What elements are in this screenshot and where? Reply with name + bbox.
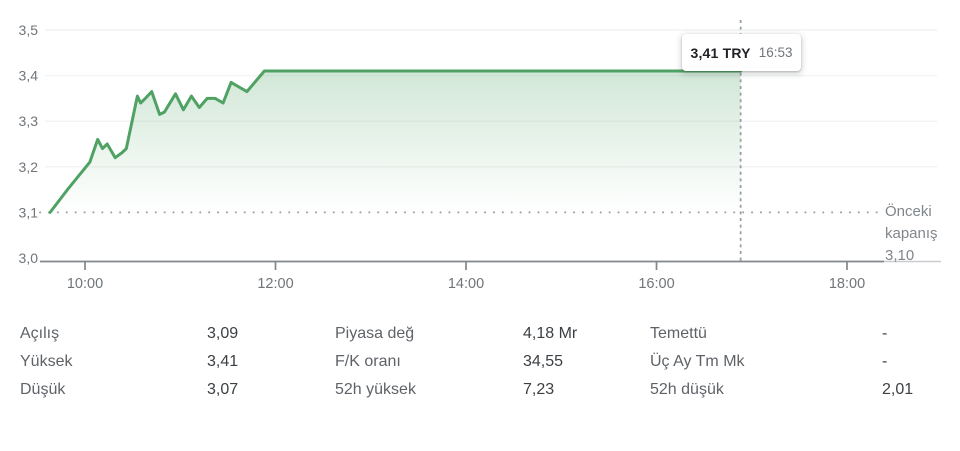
stats-table: Açılış 3,09 Piyasa değ 4,18 Mr Temettü -… [0,320,960,404]
y-axis-tick-label: 3,1 [19,204,39,220]
x-axis-tick-label: 12:00 [257,276,293,292]
stat-label-dividend: Temettü [650,325,707,342]
y-axis-tick-label: 3,3 [19,113,39,129]
previous-close-value: 3,10 [885,247,915,264]
stat-value-dividend: - [882,325,888,342]
stock-chart[interactable]: 3,5 3,4 3,3 3,2 3,1 3,0 10:00 12:00 14:00 16:00 18… [0,0,960,300]
stat-label-high: Yüksek [20,353,73,370]
y-axis-tick-label: 3,5 [19,22,39,38]
tooltip-time: 16:53 [758,45,793,60]
price-area-fill [50,71,741,213]
stat-label-pe-ratio: F/K oranı [335,353,401,370]
stat-label-52w-low: 52h düşük [650,381,724,398]
stat-label-quarterly: Üç Ay Tm Mk [650,353,745,370]
stat-value-52w-low: 2,01 [882,381,914,398]
previous-close-word2: kapanış [885,225,938,242]
price-line [48,69,743,214]
previous-close-label: Önceki kapanış 3,10 [885,201,955,267]
y-axis-tick-label: 3,4 [19,68,39,84]
y-axis-tick-label: 3,0 [19,250,39,266]
chart-canvas[interactable]: 3,5 3,4 3,3 3,2 3,1 3,0 10:00 12:00 14:00 16:00 18… [0,0,960,300]
x-axis-tick-label: 16:00 [638,276,674,292]
stat-label-low: Düşük [20,381,66,398]
stat-value-52w-high: 7,23 [523,381,555,398]
stat-value-quarterly: - [882,353,888,370]
x-axis-tick-label: 14:00 [448,276,484,292]
stat-value-high: 3,41 [207,353,239,370]
x-axis-tick-label: 18:00 [829,276,865,292]
y-axis-tick-label: 3,2 [19,159,39,175]
stat-label-market-cap: Piyasa değ [335,325,415,342]
stat-value-pe-ratio: 34,55 [523,353,564,370]
previous-close-word1: Önceki [885,203,932,220]
stat-label-open: Açılış [20,325,60,342]
stat-value-market-cap: 4,18 Mr [523,325,578,342]
tooltip-price: 3,41 TRY [690,44,751,61]
stat-value-low: 3,07 [207,381,239,398]
x-axis-tick-label: 10:00 [67,276,103,292]
price-tooltip: 3,41 TRY 16:53 [682,34,801,71]
stat-label-52w-high: 52h yüksek [335,381,416,398]
stat-value-open: 3,09 [207,325,239,342]
